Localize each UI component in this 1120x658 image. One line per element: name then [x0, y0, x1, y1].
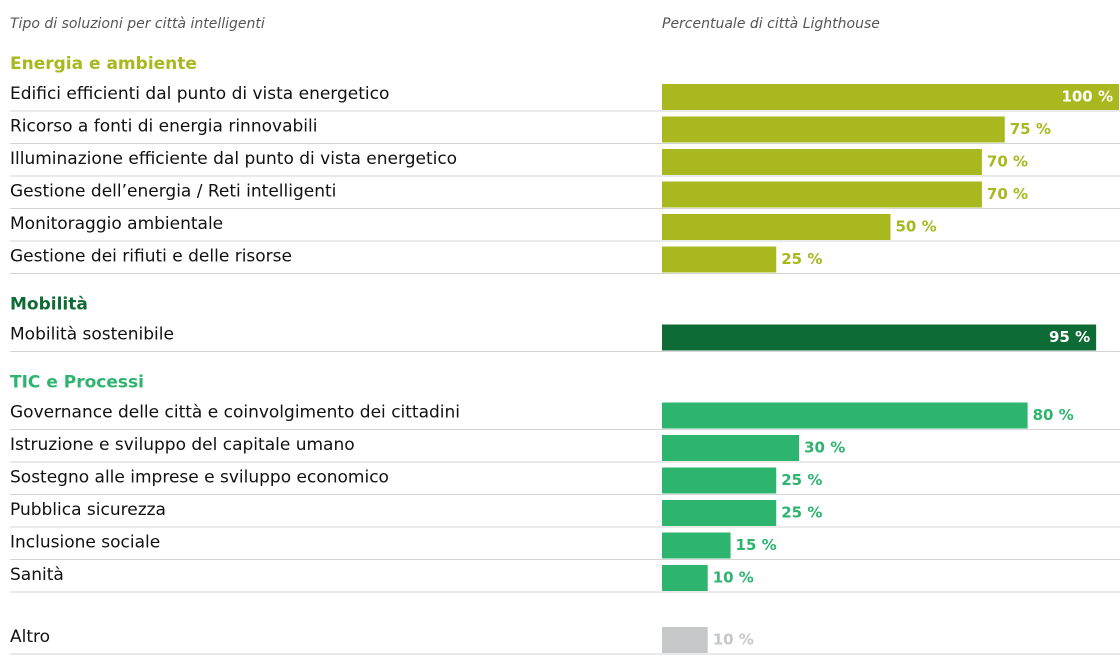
value-label: 70 % — [987, 153, 1028, 171]
group-header: TIC e Processi — [10, 373, 144, 393]
row-label: Governance delle città e coinvolgimento … — [10, 403, 460, 423]
row-label: Edifici efficienti dal punto di vista en… — [10, 84, 389, 104]
left-header: Tipo di soluzioni per città intelligenti — [10, 16, 265, 32]
row-label: Inclusione sociale — [10, 533, 160, 553]
bar — [662, 532, 731, 559]
row-label: Monitoraggio ambientale — [10, 214, 223, 234]
group-header: Mobilità — [10, 295, 88, 315]
row-label: Istruzione e sviluppo del capitale umano — [10, 435, 355, 455]
value-label: 25 % — [781, 504, 822, 522]
bar — [662, 214, 891, 240]
bar — [662, 565, 708, 591]
row-label: Pubblica sicurezza — [10, 500, 166, 520]
row-label: Illuminazione efficiente dal punto di vi… — [10, 149, 457, 169]
bar — [662, 181, 982, 208]
row-label: Mobilità sostenibile — [10, 325, 174, 345]
bar — [662, 246, 777, 273]
bar — [662, 435, 800, 461]
value-label: 95 % — [1049, 328, 1090, 346]
value-label: 30 % — [804, 439, 845, 457]
bar — [662, 149, 982, 175]
bar — [662, 324, 1097, 351]
value-label: 15 % — [736, 536, 777, 554]
value-label: 80 % — [1033, 406, 1074, 424]
bar — [662, 116, 1005, 143]
group-header: Energia e ambiente — [10, 54, 197, 74]
row-label: Gestione dei rifiuti e delle risorse — [10, 247, 292, 267]
row-label: Sostegno alle imprese e sviluppo economi… — [10, 468, 389, 488]
row-label: Ricorso a fonti di energia rinnovabili — [10, 117, 317, 137]
row-label: Gestione dell’energia / Reti intelligent… — [10, 182, 336, 202]
value-label: 100 % — [1061, 88, 1113, 106]
value-label: 25 % — [781, 471, 822, 489]
bar — [662, 84, 1119, 110]
bar — [662, 402, 1028, 429]
row-label: Sanità — [10, 565, 64, 585]
bar — [662, 627, 708, 653]
bar — [662, 467, 777, 494]
value-label: 10 % — [713, 631, 754, 649]
value-label: 50 % — [896, 218, 937, 236]
value-label: 10 % — [713, 569, 754, 587]
bar — [662, 500, 777, 526]
value-label: 25 % — [781, 250, 822, 268]
row-label: Altro — [10, 627, 50, 647]
value-label: 70 % — [987, 185, 1028, 203]
right-header: Percentuale di città Lighthouse — [662, 16, 880, 32]
value-label: 75 % — [1010, 120, 1051, 138]
